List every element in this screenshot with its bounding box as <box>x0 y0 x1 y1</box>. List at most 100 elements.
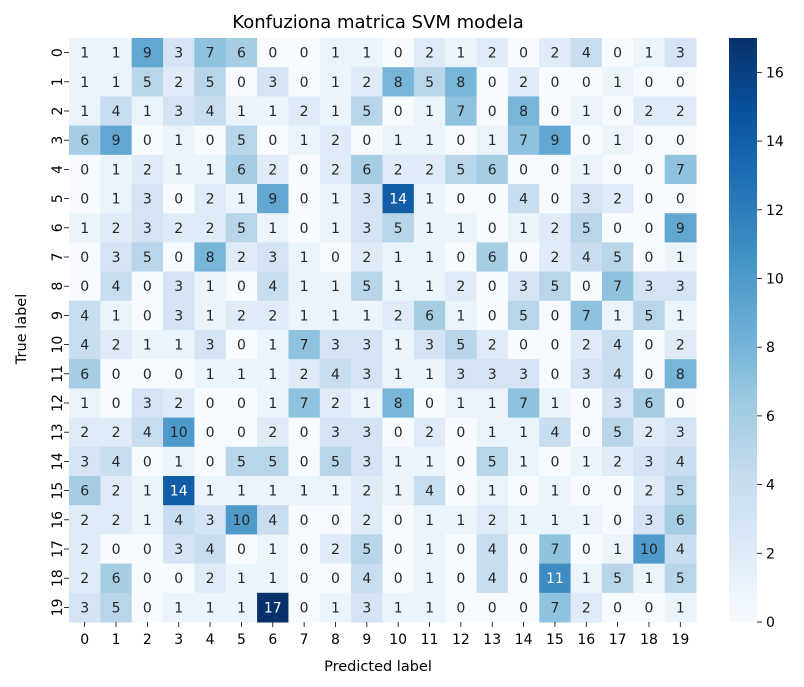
heatmap-cell <box>633 446 666 477</box>
cell-value-label: 2 <box>80 513 89 529</box>
cell-value-label: 1 <box>362 396 371 412</box>
cell-value-label: 3 <box>645 513 654 529</box>
heatmap-cell <box>351 213 383 243</box>
cell-value-label: 5 <box>331 454 340 470</box>
x-tick-label: 8 <box>331 632 340 648</box>
heatmap-cell <box>413 184 446 214</box>
cell-value-label: 1 <box>331 46 340 62</box>
heatmap-cell <box>507 563 540 594</box>
heatmap-cell <box>633 476 666 506</box>
heatmap-cell <box>539 154 572 185</box>
cell-value-label: 0 <box>425 396 434 412</box>
heatmap-cell <box>319 505 352 535</box>
heatmap-cell <box>288 242 321 273</box>
x-tick-label: 3 <box>174 632 183 648</box>
heatmap-cell <box>664 359 697 389</box>
cell-value-label: 5 <box>613 571 622 587</box>
cell-value-label: 3 <box>676 279 685 295</box>
heatmap-cell <box>257 154 289 185</box>
cell-value-label: 0 <box>550 75 559 91</box>
cell-value-label: 1 <box>237 571 246 587</box>
cell-value-label: 1 <box>206 162 215 178</box>
cell-value-label: 2 <box>80 542 89 558</box>
cell-value-label: 0 <box>174 192 183 208</box>
cell-value-label: 5 <box>425 75 434 91</box>
chart-title: Konfuziona matrica SVM modela <box>232 12 523 33</box>
heatmap-cell <box>257 476 289 506</box>
heatmap-cell <box>163 563 195 594</box>
cell-value-label: 7 <box>456 104 465 120</box>
cell-value-label: 0 <box>488 104 497 120</box>
cell-value-label: 8 <box>394 75 403 91</box>
cell-value-label: 5 <box>143 250 152 266</box>
heatmap-cell <box>319 242 352 273</box>
heatmap-cell <box>476 388 509 419</box>
cell-value-label: 3 <box>174 308 183 324</box>
heatmap-cell <box>100 125 133 156</box>
cell-value-label: 0 <box>582 133 591 149</box>
cell-value-label: 2 <box>300 104 309 120</box>
cell-value-label: 6 <box>488 162 497 178</box>
heatmap-cell <box>69 592 101 623</box>
heatmap-cell <box>131 125 164 156</box>
heatmap-cell <box>382 96 415 127</box>
heatmap-cell <box>131 184 164 214</box>
heatmap-cell <box>288 359 321 389</box>
heatmap-cell <box>507 388 540 419</box>
cell-value-label: 0 <box>550 192 559 208</box>
heatmap-cell <box>664 592 697 623</box>
colorbar-tick-label: 0 <box>766 615 775 631</box>
heatmap-cell <box>633 359 666 389</box>
heatmap-cell <box>476 476 509 506</box>
cell-value-label: 3 <box>519 367 528 383</box>
heatmap-cell <box>288 417 321 448</box>
cell-value-label: 1 <box>268 367 277 383</box>
cell-value-label: 5 <box>362 279 371 295</box>
cell-value-label: 1 <box>425 221 434 237</box>
cell-value-label: 5 <box>237 133 246 149</box>
heatmap-cell <box>163 67 195 97</box>
cell-value-label: 1 <box>425 513 434 529</box>
heatmap-cell <box>445 242 478 273</box>
cell-value-label: 2 <box>331 133 340 149</box>
heatmap-cell <box>69 330 101 360</box>
cell-value-label: 4 <box>331 367 340 383</box>
heatmap-cell <box>131 38 164 68</box>
heatmap-cells: 1 1 9 3 7 6 0 0 1 1 0 2 1 2 0 2 4 0 1 31 1 5 2 5 0 3 0 1 2 8 5 8 0 2 0 0 1 0 0… <box>69 38 697 623</box>
y-tick-label: 9 <box>50 311 66 320</box>
cell-value-label: 3 <box>206 513 215 529</box>
heatmap-cell <box>319 359 352 389</box>
heatmap-cell <box>163 154 195 185</box>
cell-value-label: 4 <box>268 279 277 295</box>
cell-value-label: 0 <box>394 542 403 558</box>
cell-value-label: 1 <box>112 192 121 208</box>
cell-value-label: 5 <box>456 162 465 178</box>
heatmap-cell <box>194 271 227 302</box>
cell-value-label: 2 <box>425 46 434 62</box>
cell-value-label: 1 <box>425 133 434 149</box>
cell-value-label: 0 <box>488 192 497 208</box>
cell-value-label: 0 <box>456 571 465 587</box>
heatmap-cell <box>601 154 634 185</box>
cell-value-label: 2 <box>456 279 465 295</box>
heatmap-cell <box>413 534 446 565</box>
heatmap-cell <box>413 592 446 623</box>
heatmap-cell <box>570 359 603 389</box>
cell-value-label: 10 <box>233 513 251 529</box>
heatmap-cell <box>633 563 666 594</box>
heatmap-cell <box>69 505 101 535</box>
cell-value-label: 1 <box>112 308 121 324</box>
cell-value-label: 1 <box>331 221 340 237</box>
heatmap-cell <box>100 242 133 273</box>
cell-value-label: 0 <box>300 46 309 62</box>
heatmap-cell <box>633 534 666 565</box>
heatmap-cell <box>413 38 446 68</box>
cell-value-label: 10 <box>640 542 658 558</box>
x-axis-ticks: 0 1 2 3 4 5 6 7 8 9 10 11 12 13 14 15 16 17 18 19 <box>80 622 689 648</box>
cell-value-label: 1 <box>425 279 434 295</box>
cell-value-label: 4 <box>488 542 497 558</box>
heatmap-cell <box>570 125 603 156</box>
heatmap-cell <box>570 534 603 565</box>
heatmap-cell <box>257 388 289 419</box>
cell-value-label: 0 <box>268 46 277 62</box>
